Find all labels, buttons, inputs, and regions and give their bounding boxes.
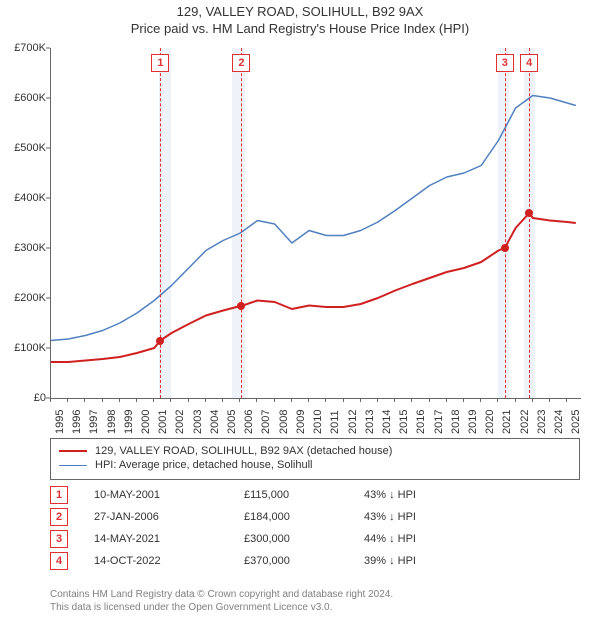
sale-date: 27-JAN-2006	[94, 511, 244, 523]
footer-line-1: Contains HM Land Registry data © Crown c…	[50, 588, 393, 601]
title-address: 129, VALLEY ROAD, SOLIHULL, B92 9AX	[0, 4, 600, 19]
sale-diff: 44% ↓ HPI	[364, 533, 474, 545]
sale-marker-3: 3	[50, 530, 68, 548]
footer: Contains HM Land Registry data © Crown c…	[50, 588, 393, 614]
table-row: 1 10-MAY-2001 £115,000 43% ↓ HPI	[50, 486, 580, 504]
title-subtitle: Price paid vs. HM Land Registry's House …	[0, 21, 600, 36]
sale-price: £370,000	[244, 555, 364, 567]
legend-item-property: 129, VALLEY ROAD, SOLIHULL, B92 9AX (det…	[59, 445, 571, 457]
footer-line-2: This data is licensed under the Open Gov…	[50, 601, 393, 614]
sale-marker-1: 1	[50, 486, 68, 504]
sale-price: £300,000	[244, 533, 364, 545]
legend-item-hpi: HPI: Average price, detached house, Soli…	[59, 459, 571, 471]
table-row: 2 27-JAN-2006 £184,000 43% ↓ HPI	[50, 508, 580, 526]
legend-label-property: 129, VALLEY ROAD, SOLIHULL, B92 9AX (det…	[95, 445, 392, 457]
plot-area: 1234	[50, 48, 581, 399]
sale-price: £115,000	[244, 489, 364, 501]
sale-diff: 43% ↓ HPI	[364, 489, 474, 501]
titles: 129, VALLEY ROAD, SOLIHULL, B92 9AX Pric…	[0, 0, 600, 36]
sale-date: 10-MAY-2001	[94, 489, 244, 501]
sale-marker-2: 2	[50, 508, 68, 526]
sale-diff: 39% ↓ HPI	[364, 555, 474, 567]
sale-diff: 43% ↓ HPI	[364, 511, 474, 523]
legend-swatch-hpi	[59, 465, 87, 466]
legend-swatch-property	[59, 450, 87, 452]
table-row: 4 14-OCT-2022 £370,000 39% ↓ HPI	[50, 552, 580, 570]
legend: 129, VALLEY ROAD, SOLIHULL, B92 9AX (det…	[50, 438, 580, 480]
table-row: 3 14-MAY-2021 £300,000 44% ↓ HPI	[50, 530, 580, 548]
sale-date: 14-OCT-2022	[94, 555, 244, 567]
sale-marker-4: 4	[50, 552, 68, 570]
sale-price: £184,000	[244, 511, 364, 523]
sale-date: 14-MAY-2021	[94, 533, 244, 545]
legend-label-hpi: HPI: Average price, detached house, Soli…	[95, 459, 313, 471]
sales-table: 1 10-MAY-2001 £115,000 43% ↓ HPI 2 27-JA…	[50, 482, 580, 574]
chart-container: 129, VALLEY ROAD, SOLIHULL, B92 9AX Pric…	[0, 0, 600, 620]
